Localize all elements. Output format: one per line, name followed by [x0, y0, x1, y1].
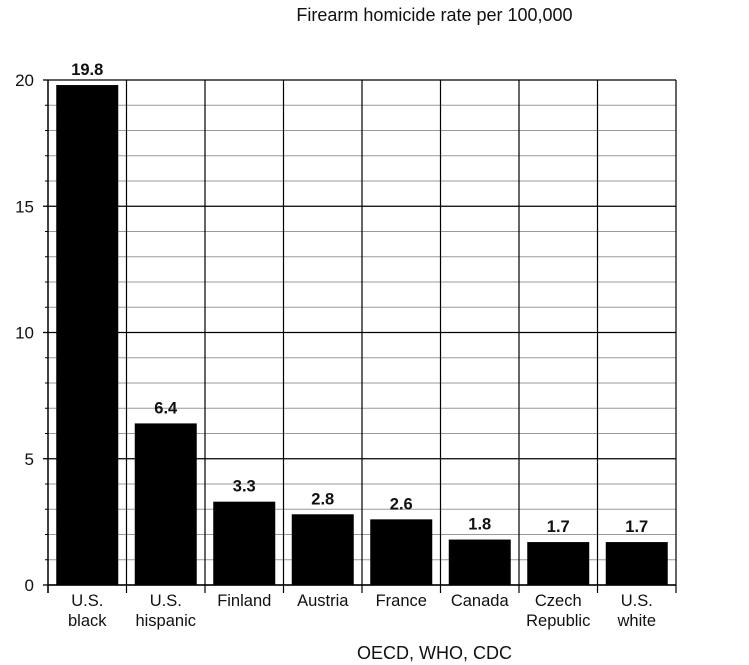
- x-tick-label: Austria: [297, 592, 349, 610]
- data-label: 2.8: [311, 490, 334, 508]
- x-tick-label: U.S. black: [68, 592, 107, 630]
- y-axis-ticks: 0 5 10 15 20: [15, 71, 48, 595]
- x-tick-label-line: Austria: [297, 592, 349, 610]
- x-tick-label-line: Finland: [217, 592, 271, 610]
- x-tick-label-line: hispanic: [135, 612, 196, 630]
- x-tick-label-line: France: [376, 592, 427, 610]
- data-label: 1.8: [468, 516, 491, 534]
- bar: [213, 501, 276, 585]
- x-tick-label-line: white: [616, 612, 656, 630]
- y-tick-label: 10: [15, 324, 34, 343]
- x-tick-label-line: Czech: [535, 592, 582, 610]
- x-tick-label: U.S. hispanic: [135, 592, 196, 630]
- x-tick-label: Canada: [451, 592, 510, 610]
- x-tick-label: France: [376, 592, 427, 610]
- data-label: 1.7: [547, 518, 570, 536]
- x-tick-label: U.S. white: [616, 592, 656, 630]
- bars: [56, 85, 668, 586]
- data-label: 2.6: [390, 495, 413, 513]
- y-tick-label: 0: [25, 576, 34, 595]
- x-tick-label-line: Republic: [526, 612, 590, 630]
- y-tick-label: 20: [15, 71, 34, 90]
- bar: [56, 85, 119, 586]
- data-labels: 19.8 6.4 3.3 2.8 2.6 1.8 1.7 1.7: [71, 61, 648, 536]
- y-tick-label: 15: [15, 197, 34, 216]
- x-tick-label-line: U.S.: [150, 592, 182, 610]
- data-label: 1.7: [625, 518, 648, 536]
- x-tick-label-line: U.S.: [621, 592, 653, 610]
- vertical-gridlines: [125, 80, 599, 585]
- data-label: 3.3: [233, 478, 256, 496]
- bar: [448, 539, 511, 585]
- x-tick-label: Finland: [217, 592, 271, 610]
- x-axis-ticks: U.S. black U.S. hispanic Finland Austria Franc…: [47, 585, 677, 630]
- bar: [134, 423, 197, 585]
- bar: [370, 519, 433, 585]
- bar: [605, 542, 668, 585]
- x-tick-label-line: U.S.: [71, 592, 103, 610]
- x-tick-label-line: black: [68, 612, 107, 630]
- chart-title: Firearm homicide rate per 100,000: [296, 5, 573, 25]
- data-label: 19.8: [71, 61, 103, 79]
- data-label: 6.4: [154, 399, 178, 417]
- bar: [527, 542, 590, 585]
- x-tick-label: Czech Republic: [526, 592, 590, 630]
- x-tick-label-line: Canada: [451, 592, 510, 610]
- bar: [291, 514, 354, 585]
- chart-source: OECD, WHO, CDC: [357, 643, 512, 663]
- y-tick-label: 5: [25, 450, 34, 469]
